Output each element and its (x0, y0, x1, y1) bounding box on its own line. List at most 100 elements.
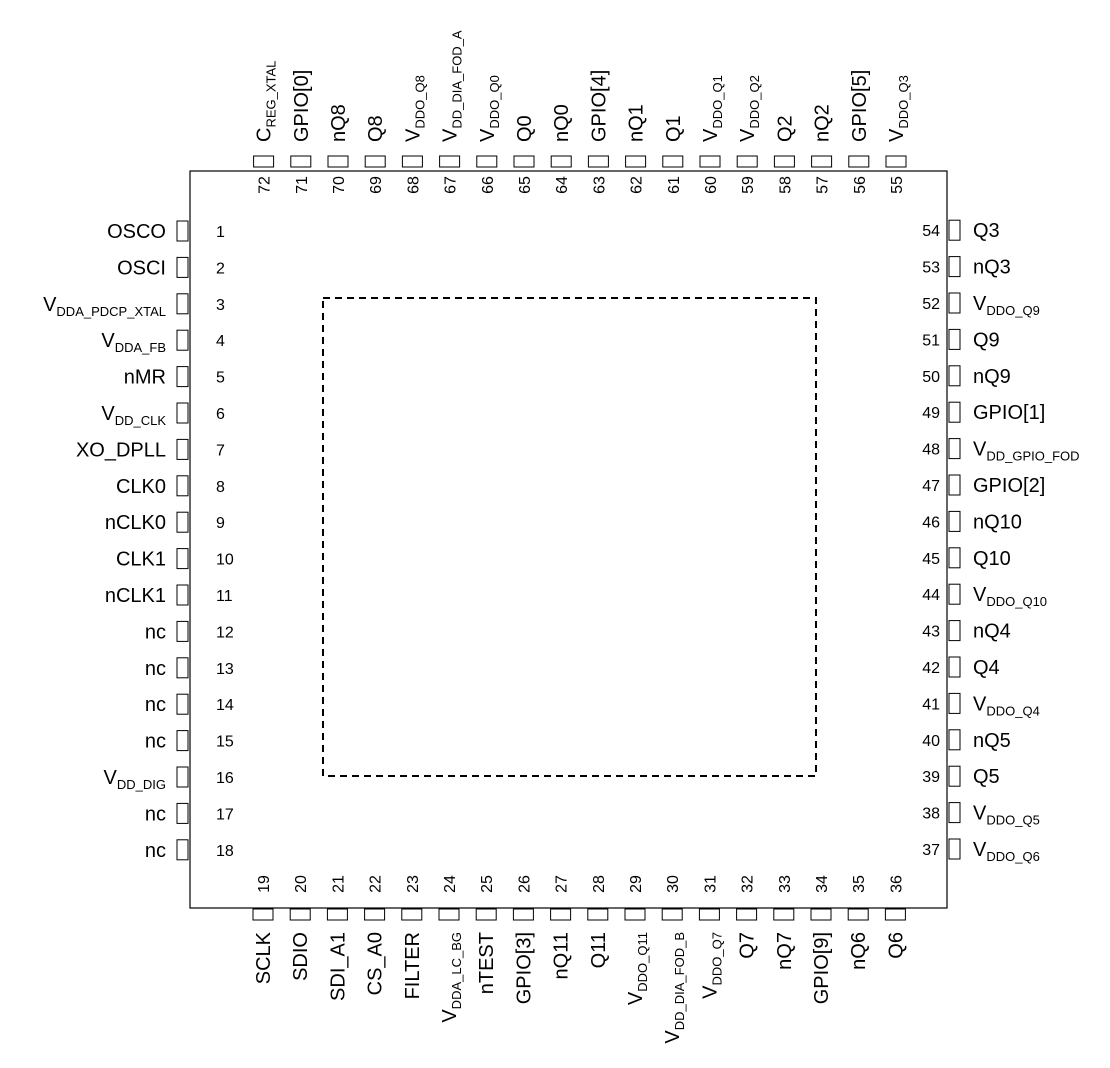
pin-number-72: 72 (257, 176, 274, 194)
pin-pad-72 (253, 155, 275, 168)
pin-8-label-clk0: CLK0 (116, 476, 166, 498)
pin-pad-60 (699, 155, 721, 168)
pin-30-label-vdd-dia-fod-b: VDD_DIA_FOD_B (662, 932, 687, 1044)
pin-pad-35 (847, 908, 869, 921)
pin-33-label-nq7: nQ7 (774, 932, 796, 970)
pin-pad-71 (290, 155, 312, 168)
pin-number-2: 2 (216, 260, 225, 277)
pin-number-21: 21 (330, 875, 347, 893)
pin-pad-8 (176, 475, 189, 497)
pin-52-label-vddo-q9: VDDO_Q9 (973, 293, 1040, 318)
pin-pad-59 (736, 155, 758, 168)
pin-number-37: 37 (922, 842, 940, 859)
pin-number-28: 28 (591, 875, 608, 893)
pin-15-label-nc: nc (145, 731, 166, 753)
pin-number-1: 1 (216, 224, 225, 241)
pin-number-29: 29 (628, 875, 645, 893)
pin-number-39: 39 (922, 769, 940, 786)
pin-pad-3 (176, 293, 189, 315)
pin-56-label-gpio-5: GPIO[5] (849, 70, 871, 142)
pin-pad-47 (948, 474, 961, 496)
pin-pad-37 (948, 838, 961, 860)
pin-42-label-q4: Q4 (973, 657, 1000, 679)
pin-number-8: 8 (216, 479, 225, 496)
pin-4-label-vdda-fb: VDDA_FB (101, 330, 166, 355)
pin-number-60: 60 (703, 176, 720, 194)
pin-10-label-clk1: CLK1 (116, 549, 166, 571)
pin-number-47: 47 (922, 478, 940, 495)
pin-40-label-nq5: nQ5 (973, 730, 1011, 752)
pin-46-label-nq10: nQ10 (973, 511, 1022, 533)
pin-number-56: 56 (852, 176, 869, 194)
pin-pad-26 (512, 908, 534, 921)
pin-pad-42 (948, 656, 961, 678)
pin-pad-40 (948, 729, 961, 751)
pin-pad-44 (948, 583, 961, 605)
pin-35-label-nq6: nQ6 (848, 932, 870, 970)
pin-number-58: 58 (777, 176, 794, 194)
pin-number-11: 11 (216, 588, 233, 605)
pin-number-59: 59 (740, 176, 757, 194)
pin-pad-7 (176, 438, 189, 460)
pin-number-50: 50 (922, 369, 940, 386)
pin-pad-67 (439, 155, 461, 168)
pin-48-label-vdd-gpio-fod: VDD_GPIO_FOD (973, 439, 1080, 464)
pin-54-label-q3: Q3 (973, 220, 1000, 242)
pin-17-label-nc: nc (145, 803, 166, 825)
pin-pad-15 (176, 730, 189, 752)
pin-26-label-gpio-3: GPIO[3] (513, 932, 535, 1004)
pin-number-40: 40 (922, 733, 940, 750)
pin-57-label-nq2: nQ2 (812, 104, 834, 142)
pin-pad-57 (811, 155, 833, 168)
pin-number-57: 57 (815, 176, 832, 194)
pin-number-34: 34 (814, 875, 831, 893)
pin-31-label-vddo-q7: VDDO_Q7 (699, 932, 724, 999)
pin-63-label-gpio-4: GPIO[4] (588, 70, 610, 142)
pin-pad-20 (289, 908, 311, 921)
pin-number-41: 41 (922, 696, 940, 713)
pin-number-7: 7 (216, 442, 225, 459)
pin-pad-17 (176, 802, 189, 824)
pin-pad-19 (252, 908, 274, 921)
pin-pad-66 (476, 155, 498, 168)
pin-number-66: 66 (480, 176, 497, 194)
pin-pad-65 (513, 155, 535, 168)
pin-50-label-nq9: nQ9 (973, 366, 1011, 388)
pin-pad-13 (176, 657, 189, 679)
pin-number-12: 12 (216, 624, 234, 641)
pin-9-label-nclk0: nCLK0 (105, 512, 166, 534)
pin-number-69: 69 (368, 176, 385, 194)
pin-pad-9 (176, 511, 189, 533)
pin-number-20: 20 (293, 875, 310, 893)
pin-pad-50 (948, 365, 961, 387)
pin-number-24: 24 (442, 875, 459, 893)
pin-number-68: 68 (405, 176, 422, 194)
pin-67-label-vdd-dia-fod-a: VDD_DIA_FOD_A (440, 30, 465, 142)
pin-65-label-q0: Q0 (514, 115, 536, 142)
pin-39-label-q5: Q5 (973, 766, 1000, 788)
pin-number-43: 43 (922, 624, 940, 641)
pin-number-42: 42 (922, 660, 940, 677)
pin-number-36: 36 (888, 875, 905, 893)
pin-number-16: 16 (216, 770, 234, 787)
pin-number-32: 32 (740, 875, 757, 893)
pin-pad-27 (550, 908, 572, 921)
package-body (189, 170, 948, 909)
pin-pad-21 (326, 908, 348, 921)
pin-number-48: 48 (922, 442, 940, 459)
pin-51-label-q9: Q9 (973, 329, 1000, 351)
pin-number-9: 9 (216, 515, 225, 532)
pin-21-label-sdi-a1: SDI_A1 (327, 932, 349, 1001)
pin-pad-28 (587, 908, 609, 921)
pin-45-label-q10: Q10 (973, 548, 1011, 570)
pin-7-label-xo-dpll: XO_DPLL (76, 439, 166, 461)
pin-number-19: 19 (256, 875, 273, 893)
pin-number-35: 35 (851, 875, 868, 893)
pin-14-label-nc: nc (145, 694, 166, 716)
pin-19-label-sclk: SCLK (253, 931, 275, 984)
pin-25-label-ntest: nTEST (476, 932, 498, 994)
pin-43-label-nq4: nQ4 (973, 621, 1011, 643)
pin-44-label-vddo-q10: VDDO_Q10 (973, 584, 1047, 609)
pin-number-26: 26 (516, 875, 533, 893)
pin-number-70: 70 (331, 176, 348, 194)
